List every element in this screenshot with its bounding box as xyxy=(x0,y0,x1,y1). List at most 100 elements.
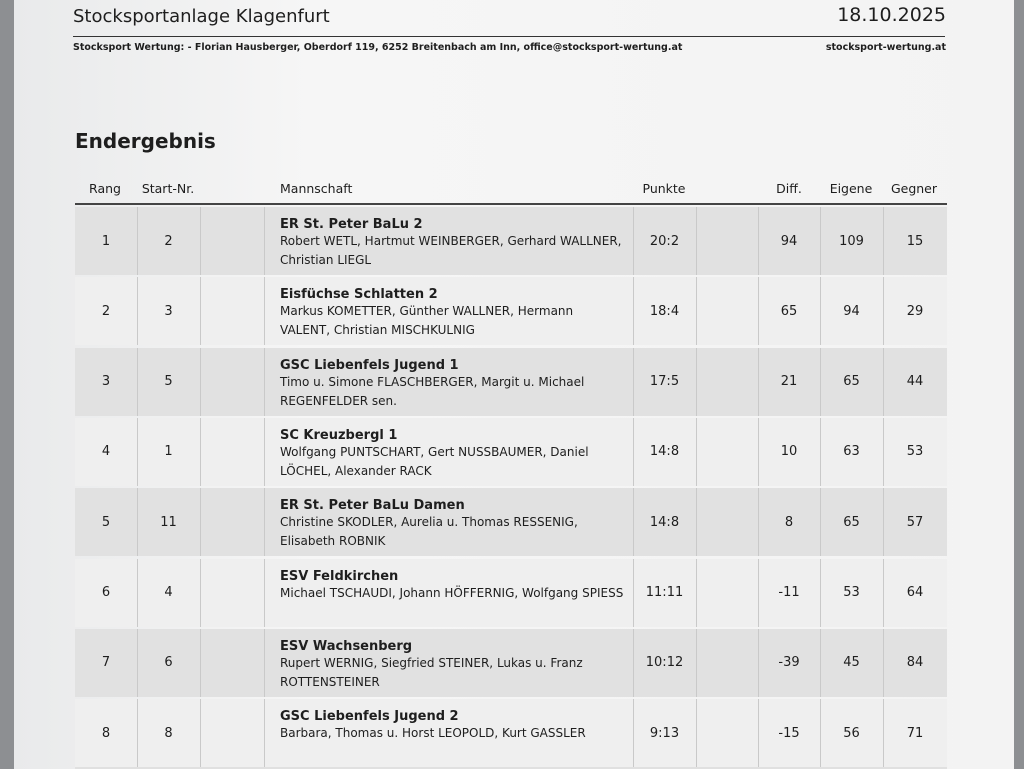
team-name: GSC Liebenfels Jugend 1 xyxy=(280,357,459,373)
diff: -39 xyxy=(778,655,800,671)
team-members: Christine SKODLER, Aurelia u. Thomas RES… xyxy=(280,515,578,549)
cell-divider xyxy=(200,558,201,627)
cell-divider xyxy=(264,628,265,697)
punkte: 11:11 xyxy=(645,585,684,600)
gegner: 29 xyxy=(906,303,924,319)
cell-divider xyxy=(200,628,201,697)
team-members: Barbara, Thomas u. Horst LEOPOLD, Kurt G… xyxy=(280,726,586,741)
header-rule xyxy=(75,203,947,205)
rang: 1 xyxy=(101,233,111,249)
team-cell: ER St. Peter BaLu 2 Robert WETL, Hartmut … xyxy=(280,217,625,270)
rang: 3 xyxy=(101,374,111,390)
team-name: ER St. Peter BaLu 2 xyxy=(280,217,423,232)
team-cell: ER St. Peter BaLu Damen Christine SKODLER… xyxy=(280,498,625,551)
table-row: 3 5 GSC Liebenfels Jugend 1 Timo u. Simone … xyxy=(75,347,947,416)
cell-divider xyxy=(696,699,697,768)
diff: 94 xyxy=(780,233,798,249)
team-cell: GSC Liebenfels Jugend 1 Timo u. Simone FL… xyxy=(280,358,625,411)
punkte: 14:8 xyxy=(649,514,680,530)
column-header: Eigene xyxy=(829,181,873,196)
cell-divider xyxy=(696,347,697,416)
cell-divider xyxy=(883,699,884,768)
cell-divider xyxy=(264,347,265,416)
team-cell: SC Kreuzbergl 1 Wolfgang PUNTSCHART, Gert… xyxy=(280,428,625,481)
column-header: Start-Nr. xyxy=(141,181,195,196)
team-members: Timo u. Simone FLASCHBERGER, Margit u. M… xyxy=(280,374,585,408)
team-name: Eisfüchse Schlatten 2 xyxy=(280,287,438,303)
start-nr: 3 xyxy=(164,303,173,319)
rang: 2 xyxy=(101,303,111,319)
column-header: Diff. xyxy=(776,181,802,196)
punkte: 17:5 xyxy=(649,374,680,390)
team-members: Wolfgang PUNTSCHART, Gert NUSSBAUMER, Da… xyxy=(280,444,589,478)
section-title: Endergebnis xyxy=(75,129,216,153)
cell-divider xyxy=(200,347,201,416)
cell-divider xyxy=(633,628,634,697)
organizer: Stocksport Wertung: - Florian Hausberger… xyxy=(73,42,683,53)
cell-divider xyxy=(696,488,697,557)
gegner: 57 xyxy=(906,514,924,530)
rang: 5 xyxy=(101,514,111,530)
start-nr: 5 xyxy=(164,374,173,390)
cell-divider xyxy=(137,488,138,557)
rang: 6 xyxy=(101,585,111,600)
date: 18.10.2025 xyxy=(837,4,946,26)
punkte: 20:2 xyxy=(649,233,680,249)
cell-divider xyxy=(758,207,759,275)
rang: 7 xyxy=(101,655,111,671)
website: stocksport-wertung.at xyxy=(825,42,946,53)
cell-divider xyxy=(633,277,634,346)
cell-divider xyxy=(820,488,821,557)
cell-divider xyxy=(820,417,821,486)
cell-divider xyxy=(883,277,884,346)
cell-divider xyxy=(633,558,634,627)
cell-divider xyxy=(820,699,821,768)
cell-divider xyxy=(137,207,138,275)
cell-divider xyxy=(820,628,821,697)
eigene: 65 xyxy=(843,514,860,530)
table-row: 8 8 GSC Liebenfels Jugend 2 Barbara, Thomas… xyxy=(75,699,947,768)
gegner: 15 xyxy=(906,233,924,249)
venue: Stocksportanlage Klagenfurt xyxy=(73,6,330,27)
cell-divider xyxy=(758,558,759,627)
cell-divider xyxy=(758,699,759,768)
start-nr: 8 xyxy=(164,725,173,741)
table-row: 4 1 SC Kreuzbergl 1 Wolfgang PUNTSCHART, Ge… xyxy=(75,417,947,486)
diff: 8 xyxy=(784,514,794,530)
cell-divider xyxy=(200,277,201,346)
team-name: ESV Feldkirchen xyxy=(280,568,399,584)
eigene: 53 xyxy=(843,585,860,600)
cell-divider xyxy=(696,558,697,627)
cell-divider xyxy=(137,699,138,768)
rang: 4 xyxy=(101,444,111,460)
cell-divider xyxy=(820,207,821,275)
team-members: Markus KOMETTER, Günther WALLNER, Herman… xyxy=(280,304,574,338)
cell-divider xyxy=(883,488,884,557)
cell-divider xyxy=(758,347,759,416)
start-nr: 1 xyxy=(164,444,173,460)
cell-divider xyxy=(200,417,201,486)
column-header: Punkte xyxy=(642,181,686,196)
cell-divider xyxy=(264,207,265,275)
cell-divider xyxy=(137,558,138,627)
cell-divider xyxy=(820,277,821,346)
cell-divider xyxy=(264,699,265,768)
cell-divider xyxy=(137,628,138,697)
cell-divider xyxy=(883,207,884,275)
cell-divider xyxy=(883,417,884,486)
column-header: Rang xyxy=(89,181,121,196)
cell-divider xyxy=(758,488,759,557)
table-row: 7 6 ESV Wachsenberg Rupert WERNIG, Siegfrie… xyxy=(75,628,947,697)
cell-divider xyxy=(200,699,201,768)
cell-divider xyxy=(883,558,884,627)
cell-divider xyxy=(137,417,138,486)
team-name: ER St. Peter BaLu Damen xyxy=(280,498,465,514)
cell-divider xyxy=(264,488,265,557)
punkte: 9:13 xyxy=(649,725,680,741)
cell-divider xyxy=(200,207,201,275)
team-cell: ESV Wachsenberg Rupert WERNIG, Siegfried … xyxy=(280,639,625,692)
cell-divider xyxy=(633,417,634,486)
cell-divider xyxy=(633,699,634,768)
cell-divider xyxy=(264,417,265,486)
team-members: Michael TSCHAUDI, Johann HÖFFERNIG, Wolf… xyxy=(280,585,624,600)
